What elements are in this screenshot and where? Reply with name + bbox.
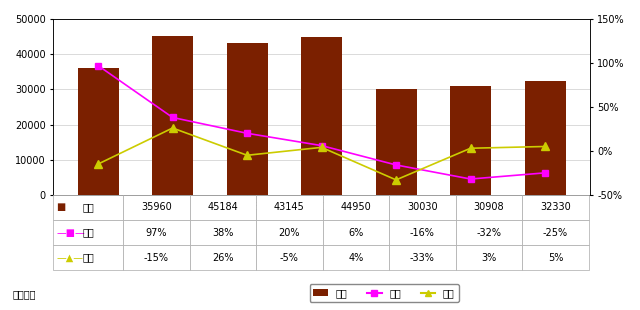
Text: 营收: 营收	[83, 202, 95, 212]
Text: 5%: 5%	[548, 253, 563, 263]
Text: 35960: 35960	[141, 202, 172, 212]
FancyBboxPatch shape	[123, 195, 189, 220]
FancyBboxPatch shape	[522, 245, 589, 270]
FancyBboxPatch shape	[189, 220, 256, 245]
Bar	[376, 89, 417, 195]
Text: 38%: 38%	[212, 228, 234, 237]
Bar	[227, 43, 268, 195]
FancyBboxPatch shape	[323, 245, 389, 270]
Text: 4%: 4%	[348, 253, 364, 263]
FancyBboxPatch shape	[53, 245, 123, 270]
FancyBboxPatch shape	[389, 195, 456, 220]
FancyBboxPatch shape	[456, 245, 522, 270]
FancyBboxPatch shape	[456, 195, 522, 220]
FancyBboxPatch shape	[189, 245, 256, 270]
Text: 6%: 6%	[348, 228, 364, 237]
Legend: 营收, 同比, 环比: 营收, 同比, 环比	[310, 284, 458, 302]
Text: -16%: -16%	[410, 228, 435, 237]
FancyBboxPatch shape	[256, 195, 323, 220]
FancyBboxPatch shape	[323, 195, 389, 220]
Text: -15%: -15%	[144, 253, 169, 263]
Bar	[525, 81, 566, 195]
FancyBboxPatch shape	[189, 195, 256, 220]
FancyBboxPatch shape	[522, 195, 589, 220]
Text: —▲—: —▲—	[56, 253, 83, 263]
FancyBboxPatch shape	[53, 220, 123, 245]
Text: 3%: 3%	[481, 253, 497, 263]
FancyBboxPatch shape	[389, 220, 456, 245]
Text: -5%: -5%	[280, 253, 299, 263]
Text: ■: ■	[56, 202, 65, 212]
Text: -33%: -33%	[410, 253, 435, 263]
FancyBboxPatch shape	[522, 220, 589, 245]
FancyBboxPatch shape	[53, 195, 123, 220]
Text: 环比: 环比	[83, 253, 95, 263]
FancyBboxPatch shape	[323, 220, 389, 245]
Text: 45184: 45184	[207, 202, 238, 212]
Text: 44950: 44950	[340, 202, 371, 212]
FancyBboxPatch shape	[256, 220, 323, 245]
FancyBboxPatch shape	[123, 245, 189, 270]
Bar	[450, 86, 491, 195]
Text: 26%: 26%	[212, 253, 234, 263]
Text: —■—: —■—	[56, 228, 85, 237]
Bar	[152, 36, 193, 195]
FancyBboxPatch shape	[456, 220, 522, 245]
Text: -32%: -32%	[476, 228, 501, 237]
Text: 97%: 97%	[146, 228, 167, 237]
Text: （万元）: （万元）	[13, 290, 36, 299]
Text: 同比: 同比	[83, 228, 95, 237]
Text: 32330: 32330	[540, 202, 571, 212]
Text: 30908: 30908	[474, 202, 504, 212]
Text: 30030: 30030	[407, 202, 438, 212]
FancyBboxPatch shape	[256, 245, 323, 270]
FancyBboxPatch shape	[123, 220, 189, 245]
Text: 20%: 20%	[278, 228, 300, 237]
Bar	[301, 37, 342, 195]
Text: 43145: 43145	[274, 202, 305, 212]
FancyBboxPatch shape	[389, 245, 456, 270]
Text: -25%: -25%	[543, 228, 568, 237]
Bar	[77, 69, 118, 195]
